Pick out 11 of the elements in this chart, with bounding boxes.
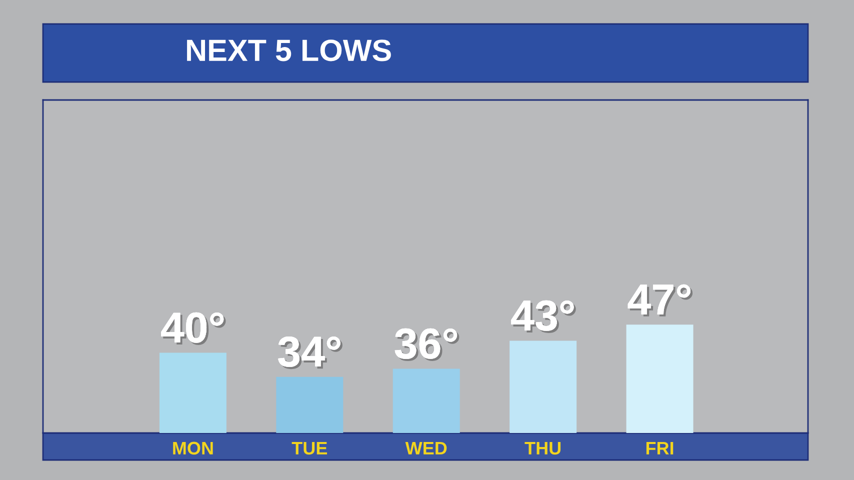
data-label: 40° [161,312,226,345]
x-tick-label: FRI [646,442,674,454]
data-label: 36° [394,328,460,362]
x-tick-label: MON [173,442,213,455]
chart-title: NEXT 5 LOWS [187,40,391,62]
x-tick-label: TUE [292,442,328,455]
x-tick-label: THU [524,442,561,455]
x-tick-label: WED [405,442,447,454]
data-label: 47° [628,284,693,316]
data-label: 43° [511,300,576,333]
data-label: 34° [278,336,342,370]
